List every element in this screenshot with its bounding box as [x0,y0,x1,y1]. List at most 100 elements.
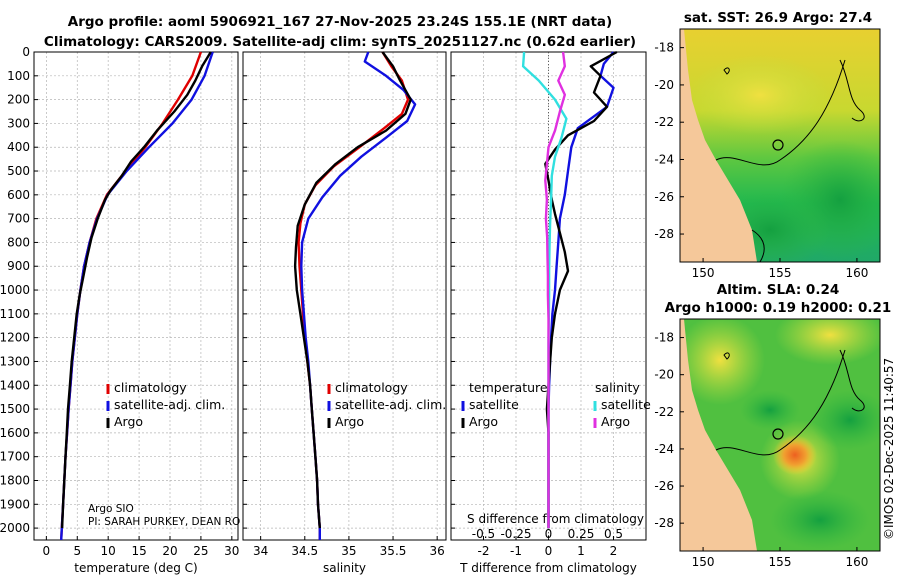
y-tick-label: 1900 [0,497,30,511]
x-tick-label: 34 [253,544,268,558]
series-line-climatology [60,51,203,541]
x-tick-label: -1 [510,544,522,558]
sst-land [680,29,757,262]
x-tick-label: 35.5 [380,544,407,558]
series-line-satellite-adj-clim- [300,51,417,540]
map-y-tick-label: -24 [654,152,674,166]
x-tick-label: 2 [610,544,618,558]
legend-label: Argo [469,414,498,429]
x-axis-label: salinity [323,561,366,575]
x-tick-label: 5 [73,544,81,558]
y-tick-label: 700 [7,212,30,226]
pi-text: PI: SARAH PURKEY, DEAN RO [88,516,240,528]
y-tick-label: 500 [7,164,30,178]
axes-frame [33,51,239,541]
attribution-text: Argo SIO [88,503,134,515]
sst-argo-marker [772,139,784,151]
legend-label: satellite [469,397,519,412]
series-line-s-argo [544,51,566,529]
x-tick-label: 35 [341,544,356,558]
legend-header-temperature: temperature [469,380,548,395]
y-tick-label: 800 [7,235,30,249]
sst-map-title: sat. SST: 26.9 Argo: 27.4 [684,10,872,26]
y-tick-label: 1800 [0,473,30,487]
x-tick-label: 25 [193,544,208,558]
y-tick-label: 1400 [0,378,30,392]
figure-title-line2: Climatology: CARS2009. Satellite-adj cli… [44,34,636,50]
secondary-tick-label: -0.25 [500,527,531,541]
y-tick-label: 600 [7,188,30,202]
x-tick-label: 20 [162,544,177,558]
secondary-tick-label: 0.5 [604,527,623,541]
y-tick-label: 1200 [0,331,30,345]
y-tick-label: 1600 [0,426,30,440]
x-tick-label: 1 [577,544,585,558]
x-tick-label: 30 [224,544,239,558]
map-x-tick-label: 155 [769,266,792,280]
salinity-panel: 34 34.5 35 35.5 36 salinity climatology satelli… [242,51,447,575]
map-y-tick-label: -20 [654,78,674,92]
x-axis-label: temperature (deg C) [74,561,197,575]
top-axis-label: S difference from climatology [467,512,644,526]
legend-label: Argo [601,414,630,429]
x-tick-label: 34.5 [291,544,318,558]
map-y-tick-label: -26 [654,479,674,493]
x-tick-label: 15 [131,544,146,558]
sla-land [680,319,757,551]
map-x-tick-label: 150 [692,555,715,569]
sla-map-title-line2: Argo h1000: 0.19 h2000: 0.21 [665,300,892,316]
y-tick-label: 200 [7,93,30,107]
y-tick-label: 1300 [0,354,30,368]
secondary-tick-label: 0.25 [568,527,595,541]
temperature-panel: 0100200300400500600700800900100011001200… [0,45,239,575]
x-axis-label: T difference from climatology [459,561,637,575]
map-x-tick-label: 155 [769,555,792,569]
map-y-tick-label: -22 [654,405,674,419]
y-tick-label: 1700 [0,450,30,464]
map-y-tick-label: -20 [654,368,674,382]
sla-map-title-line1: Altim. SLA: 0.24 [717,282,839,298]
map-y-tick-label: -28 [654,516,674,530]
y-tick-label: 1100 [0,307,30,321]
map-x-tick-label: 160 [845,555,868,569]
legend-label: satellite-adj. clim. [335,397,446,412]
legend-label: Argo [114,414,143,429]
series-line-argo [293,51,412,529]
legend-label: satellite [601,397,651,412]
secondary-tick-label: 0 [545,527,553,541]
map-y-tick-label: -22 [654,115,674,129]
y-tick-label: 1500 [0,402,30,416]
legend-header-salinity: salinity [595,380,640,395]
difference-panel: -2 -1 0 1 2 T difference from climatology S di… [450,50,651,575]
axes-frame [242,51,447,541]
x-tick-label: 0 [43,544,51,558]
x-tick-label: 10 [101,544,116,558]
x-tick-label: 36 [430,544,445,558]
y-tick-label: 1000 [0,283,30,297]
y-tick-label: 400 [7,140,30,154]
y-tick-label: 900 [7,259,30,273]
y-tick-label: 2000 [0,521,30,535]
legend-label: satellite-adj. clim. [114,397,225,412]
sla-argo-marker [772,428,784,440]
y-tick-label: 100 [7,69,30,83]
map-y-tick-label: -18 [654,331,674,345]
x-tick-label: -2 [478,544,490,558]
map-y-tick-label: -18 [654,41,674,55]
legend-label: Argo [335,414,364,429]
legend-label: climatology [114,380,187,395]
map-y-tick-label: -26 [654,190,674,204]
x-tick-label: 0 [545,544,553,558]
figure-title-line1: Argo profile: aoml 5906921_167 27-Nov-20… [68,14,612,30]
series-line-argo [60,51,212,529]
legend-label: climatology [335,380,408,395]
map-x-tick-label: 150 [692,266,715,280]
series-line-satellite-adj-clim- [60,51,214,541]
timestamp: ©IMOS 02-Dec-2025 11:40:57 [882,358,896,540]
y-tick-label: 300 [7,116,30,130]
map-y-tick-label: -28 [654,227,674,241]
y-tick-label: 0 [22,45,30,59]
sla-map: Altim. SLA: 0.24 Argo h1000: 0.19 h2000:… [654,282,891,569]
secondary-tick-label: -0.5 [472,527,495,541]
